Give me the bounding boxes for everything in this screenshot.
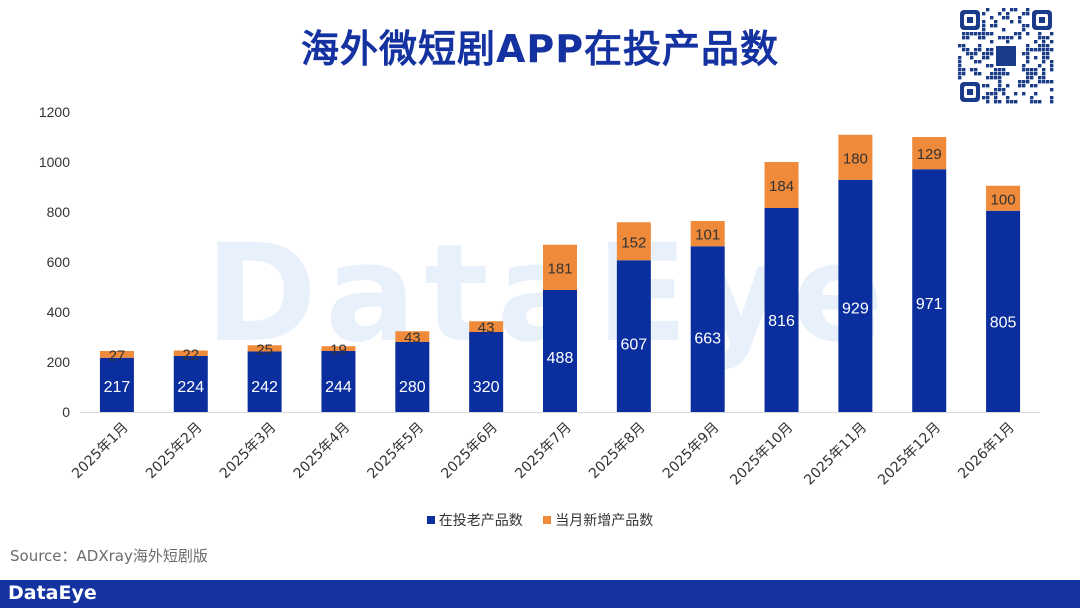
source-note: Source：ADXray海外短剧版 xyxy=(10,547,208,565)
footer-bar: DataEye xyxy=(0,580,1080,608)
bar-old-products xyxy=(764,208,799,412)
bar-old-products xyxy=(986,210,1021,412)
data-label-new: 181 xyxy=(547,260,572,277)
bar-old-products xyxy=(99,357,134,412)
data-label-old: 244 xyxy=(325,379,352,396)
data-label-new: 180 xyxy=(843,150,868,167)
bar-new-products xyxy=(321,346,356,351)
legend-item-old: 在投老产品数 xyxy=(426,510,523,530)
y-tick-label: 1000 xyxy=(39,154,70,170)
chart-title: 海外微短剧APP在投产品数 xyxy=(300,27,780,71)
x-tick-label: 2025年4月 xyxy=(291,420,354,483)
y-tick-label: 200 xyxy=(47,354,71,370)
bars: 217 27 224 22 242 25 244 19 280 43 320 43 488 181 607 1… xyxy=(99,134,1021,412)
data-label-new: 129 xyxy=(917,146,942,163)
y-tick-label: 600 xyxy=(47,254,71,270)
x-tick-label: 2025年1月 xyxy=(69,420,132,483)
data-label-old: 929 xyxy=(842,300,869,317)
x-tick-label: 2025年2月 xyxy=(143,420,206,483)
legend-swatch-new xyxy=(543,516,552,524)
data-label-new: 22 xyxy=(182,346,199,363)
bar-new-products xyxy=(173,350,208,356)
data-label-old: 242 xyxy=(251,379,278,396)
bar-old-products xyxy=(690,246,725,412)
legend-label-old: 在投老产品数 xyxy=(438,513,523,529)
x-tick-label: 2025年11月 xyxy=(801,420,870,489)
x-tick-label: 2025年8月 xyxy=(586,420,649,483)
x-tick-label: 2025年10月 xyxy=(727,420,796,489)
y-tick-label: 800 xyxy=(47,204,71,220)
bar-old-products xyxy=(543,290,577,412)
data-label-new: 101 xyxy=(695,227,720,244)
legend-swatch-old xyxy=(426,516,435,524)
data-label-new: 184 xyxy=(769,178,794,195)
x-tick-label: 2025年12月 xyxy=(875,420,944,489)
data-label-old: 217 xyxy=(104,379,131,396)
bar-new-products xyxy=(99,351,134,358)
y-tick-label: 400 xyxy=(47,304,71,320)
legend: 在投老产品数 当月新增产品数 xyxy=(0,510,1080,530)
data-label-new: 43 xyxy=(478,320,495,337)
legend-item-new: 当月新增产品数 xyxy=(543,510,653,530)
data-label-old: 488 xyxy=(547,350,574,367)
data-label-old: 805 xyxy=(990,314,1017,331)
data-label-old: 971 xyxy=(916,296,943,313)
bar-new-products xyxy=(986,185,1021,211)
bar-new-products xyxy=(764,162,799,208)
x-tick-label: 2025年9月 xyxy=(660,420,723,483)
x-tick-label: 2025年7月 xyxy=(512,420,575,483)
bar-old-products xyxy=(469,332,504,412)
qr-code xyxy=(958,8,1054,104)
bar-new-products xyxy=(616,222,651,261)
legend-label-new: 当月新增产品数 xyxy=(555,513,654,529)
bar-new-products xyxy=(469,321,504,332)
y-tick-label: 0 xyxy=(62,404,70,420)
x-tick-label: 2026年1月 xyxy=(955,420,1018,483)
data-label-new: 43 xyxy=(404,330,421,347)
bar-new-products xyxy=(690,221,725,247)
y-tick-label: 1200 xyxy=(39,104,70,120)
data-label-old: 663 xyxy=(694,330,721,347)
data-label-old: 607 xyxy=(620,337,647,354)
data-label-new: 27 xyxy=(109,347,126,364)
x-tick-label: 2025年6月 xyxy=(438,420,501,483)
x-tick-label: 2025年5月 xyxy=(365,420,428,483)
bar-new-products xyxy=(838,134,873,180)
data-label-new: 19 xyxy=(330,342,347,359)
bar-old-products xyxy=(616,260,651,412)
bar-new-products xyxy=(543,244,577,290)
bar-old-products xyxy=(838,179,873,412)
data-label-old: 816 xyxy=(768,313,795,330)
bar-old-products xyxy=(173,356,208,412)
x-tick-label: 2025年3月 xyxy=(217,420,280,483)
data-label-new: 25 xyxy=(256,341,273,358)
data-label-new: 152 xyxy=(621,234,646,251)
bar-old-products xyxy=(321,351,356,412)
data-label-old: 224 xyxy=(177,379,204,396)
bar-old-products xyxy=(912,169,947,412)
data-label-old: 320 xyxy=(473,379,500,396)
x-axis: 2025年1月 2025年2月 2025年3月 2025年4月 2025年5月 2025年… xyxy=(69,420,1018,489)
data-label-new: 100 xyxy=(991,191,1016,208)
bar-old-products xyxy=(395,342,430,412)
y-axis: 0 200 400 600 800 1000 1200 xyxy=(39,104,1040,420)
bar-new-products xyxy=(395,331,430,342)
bar-old-products xyxy=(247,351,282,412)
footer-brand: DataEye xyxy=(8,582,97,604)
data-label-old: 280 xyxy=(399,379,426,396)
bar-new-products xyxy=(912,137,947,170)
bar-new-products xyxy=(247,345,282,352)
